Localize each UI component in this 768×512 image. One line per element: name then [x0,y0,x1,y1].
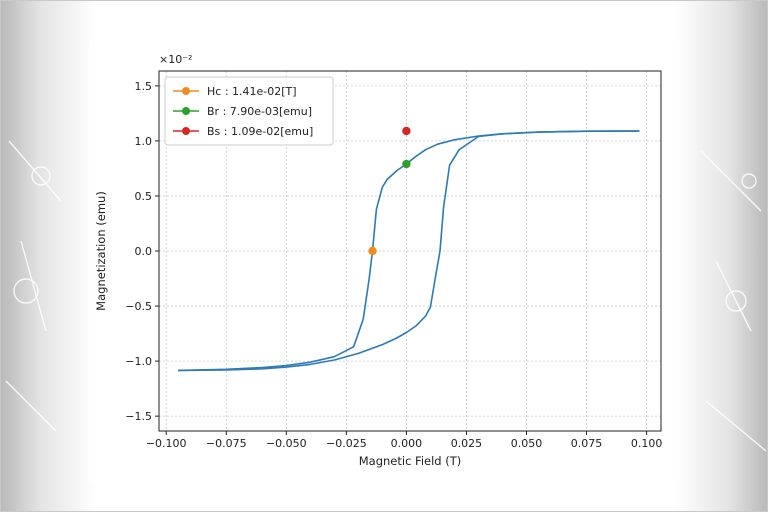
legend-entry-label: Bs : 1.09e-02[emu] [207,125,313,138]
y-tick-label: −0.5 [125,300,152,313]
marker-point [402,159,411,169]
curve-layer [178,130,640,372]
x-tick-label: 0.100 [631,437,663,450]
y-tick-label: 1.0 [135,135,153,148]
hysteresis-chart: −0.100 −0.075 −0.050 −0.025 0.000 0.025 0.050 0… [94,53,662,468]
y-tick-label: 0.0 [135,245,153,258]
y-axis-label: Magnetization (emu) [94,191,108,311]
marker-point [402,126,411,136]
hysteresis-branch-2 [178,130,640,372]
x-tick-label: 0.075 [571,437,603,450]
y-tick-label: 0.5 [135,190,153,203]
legend-marker [182,87,190,95]
y-axis-ticks: −1.5 −1.0 −0.5 0.0 0.5 1.0 1.5 [125,80,159,423]
legend: Hc : 1.41e-02[T] Br : 7.90e-03[emu] Bs : 1… [164,76,334,146]
marker-point [368,246,377,256]
legend-box [164,76,334,146]
legend-entry-label: Br : 7.90e-03[emu] [207,105,312,118]
y-axis-scale-label: ×10⁻² [159,53,192,66]
x-tick-label: −0.075 [206,437,247,450]
legend-marker [182,127,190,135]
x-tick-label: 0.050 [511,437,542,450]
y-tick-label: 1.5 [135,80,153,93]
x-tick-label: 0.025 [451,437,483,450]
y-tick-label: −1.0 [125,355,152,368]
legend-marker [182,107,190,115]
x-axis-ticks: −0.100 −0.075 −0.050 −0.025 0.000 0.025 0.050 0… [146,431,662,450]
x-tick-label: −0.050 [266,437,307,450]
legend-entry-label: Hc : 1.41e-02[T] [207,85,297,98]
x-tick-label: −0.100 [146,437,187,450]
y-tick-label: −1.5 [125,410,152,423]
chart-panel: −0.100 −0.075 −0.050 −0.025 0.000 0.025 0.050 0… [89,41,679,481]
marker-layer [368,126,411,256]
x-tick-label: −0.025 [326,437,367,450]
x-axis-label: Magnetic Field (T) [359,454,462,468]
x-tick-label: 0.000 [391,437,423,450]
